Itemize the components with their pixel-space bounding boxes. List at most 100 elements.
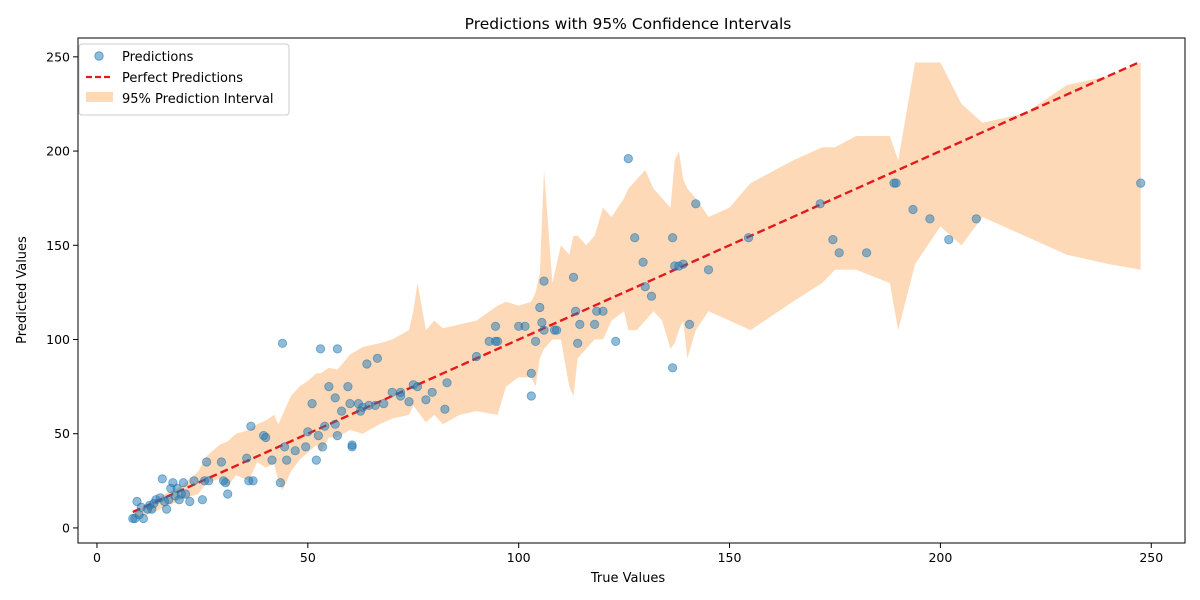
- legend-box: [78, 43, 290, 116]
- data-point: [275, 478, 285, 488]
- data-point: [678, 259, 688, 269]
- data-point: [261, 432, 271, 443]
- data-point: [492, 336, 503, 346]
- data-point: [290, 446, 300, 456]
- data-point: [395, 387, 406, 397]
- data-point: [646, 291, 657, 301]
- data-point: [279, 442, 290, 452]
- data-point: [372, 353, 382, 363]
- scatter-points-layer: [128, 154, 1146, 524]
- data-point: [362, 359, 372, 369]
- x-tick-label: 0: [93, 550, 101, 565]
- data-point: [908, 204, 918, 215]
- data-point: [828, 235, 838, 245]
- data-point: [573, 338, 583, 348]
- data-point: [320, 421, 330, 431]
- data-point: [539, 325, 549, 335]
- data-point: [180, 489, 191, 499]
- data-point: [471, 351, 482, 362]
- data-point: [684, 319, 695, 329]
- legend-label-predictions: Predictions: [122, 50, 194, 65]
- data-point: [861, 248, 872, 258]
- data-point: [539, 276, 549, 286]
- data-point: [404, 397, 414, 407]
- data-point: [551, 325, 562, 335]
- x-axis-ticks: 0 50 100 150 200 250: [93, 543, 1163, 565]
- x-axis-label: True Values: [590, 571, 665, 586]
- data-point: [330, 419, 340, 429]
- data-point: [223, 489, 233, 499]
- data-point: [568, 272, 579, 282]
- data-point: [611, 336, 621, 346]
- data-point: [178, 478, 188, 488]
- data-point: [248, 476, 258, 486]
- plot-area: [128, 60, 1146, 524]
- data-point: [526, 368, 536, 378]
- data-point: [490, 321, 501, 331]
- data-point: [311, 455, 321, 465]
- x-tick-label: 100: [507, 550, 531, 565]
- data-point: [303, 427, 313, 437]
- data-point: [202, 457, 212, 467]
- plot-frame: [77, 37, 1186, 544]
- legend-marker-predictions: [94, 51, 104, 61]
- data-point: [891, 178, 901, 188]
- data-point: [379, 398, 389, 409]
- x-tick-label: 250: [1139, 550, 1163, 565]
- data-point: [336, 406, 347, 416]
- data-point: [442, 378, 452, 388]
- data-point: [412, 381, 423, 392]
- data-point: [216, 457, 226, 467]
- data-point: [530, 336, 541, 346]
- data-point: [282, 455, 292, 465]
- y-tick-label: 200: [46, 144, 70, 159]
- data-point: [204, 476, 214, 486]
- data-point: [1136, 178, 1146, 188]
- x-tick-label: 150: [718, 550, 742, 565]
- data-point: [537, 317, 547, 328]
- chart-title: Predictions with 95% Confidence Interval…: [465, 15, 792, 33]
- data-point: [324, 381, 334, 392]
- data-point: [589, 319, 600, 329]
- y-tick-label: 100: [46, 332, 70, 347]
- data-point: [317, 442, 328, 452]
- data-point: [575, 319, 585, 329]
- legend-label-interval: 95% Prediction Interval: [122, 92, 274, 107]
- data-point: [345, 398, 355, 409]
- data-point: [667, 233, 678, 243]
- x-tick-label: 50: [300, 550, 316, 565]
- data-point: [343, 381, 353, 392]
- data-point: [221, 478, 231, 488]
- y-axis-label: Predicted Values: [15, 236, 30, 344]
- data-point: [189, 476, 199, 486]
- data-point: [630, 233, 640, 243]
- data-point: [691, 199, 701, 209]
- data-point: [387, 387, 397, 397]
- data-point: [743, 233, 754, 243]
- data-point: [520, 321, 530, 331]
- y-tick-label: 150: [46, 238, 70, 253]
- data-point: [440, 404, 450, 414]
- data-point: [138, 513, 148, 524]
- data-point: [834, 248, 844, 258]
- data-point: [703, 265, 714, 275]
- data-point: [526, 391, 536, 401]
- data-point: [315, 344, 326, 354]
- data-point: [242, 453, 252, 463]
- data-point: [421, 395, 431, 405]
- y-tick-label: 50: [54, 426, 70, 441]
- data-point: [640, 282, 650, 292]
- data-point: [332, 344, 342, 354]
- data-point: [815, 199, 825, 209]
- data-point: [570, 306, 581, 316]
- data-point: [246, 421, 256, 431]
- data-point: [332, 430, 342, 441]
- data-point: [370, 400, 380, 410]
- data-point: [307, 398, 317, 409]
- data-point: [971, 214, 981, 224]
- y-tick-label: 0: [62, 520, 70, 535]
- data-point: [157, 474, 167, 484]
- data-point: [667, 363, 678, 373]
- y-tick-label: 250: [46, 49, 70, 64]
